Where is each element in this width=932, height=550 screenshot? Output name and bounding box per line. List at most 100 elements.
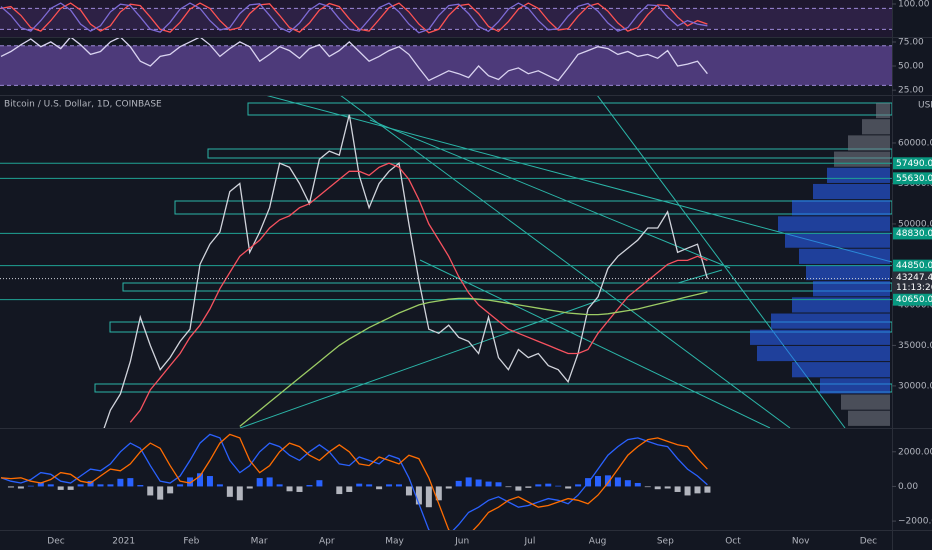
histogram-bar xyxy=(644,486,651,488)
histogram-bar xyxy=(604,475,611,487)
histogram-bar xyxy=(694,486,701,494)
volume-profile-bar xyxy=(799,248,890,264)
volume-profile-bar xyxy=(792,200,890,216)
level-label: 40650.00 xyxy=(896,295,932,305)
histogram-bar xyxy=(236,486,243,501)
x-tick-label: 2021 xyxy=(112,537,135,547)
histogram-bar xyxy=(674,486,681,492)
histogram-bar xyxy=(206,476,213,487)
volume-profile-bar xyxy=(876,102,890,119)
x-tick-label: Dec xyxy=(47,537,64,547)
histogram-bar xyxy=(595,476,601,487)
level-label-bg xyxy=(893,259,932,272)
histogram-bar xyxy=(405,486,412,496)
histogram-bar xyxy=(67,486,74,490)
y-tick-label: 60000.00 xyxy=(898,138,932,148)
histogram-bar xyxy=(137,485,144,487)
x-tick-label: Oct xyxy=(725,537,741,547)
histogram-bar xyxy=(376,486,383,490)
histogram-bar xyxy=(525,486,532,488)
series-line xyxy=(0,2,708,34)
panel xyxy=(0,2,892,34)
level-label-bg xyxy=(893,227,932,240)
trendline xyxy=(340,96,791,428)
series-line xyxy=(239,291,708,427)
trendline xyxy=(677,269,723,284)
histogram-bar xyxy=(246,486,253,489)
zone xyxy=(207,148,892,159)
histogram-bar xyxy=(515,486,522,491)
histogram-bar xyxy=(634,482,641,487)
y-tick-label: 0.00 xyxy=(898,482,918,492)
volume-profile-bar xyxy=(862,119,890,135)
x-tick-label: Nov xyxy=(792,537,810,547)
histogram-bar xyxy=(107,484,114,487)
histogram-bar xyxy=(7,486,14,488)
last-price-label: 43247.43 xyxy=(896,273,932,283)
histogram-bar xyxy=(396,484,402,487)
x-tick-label: Apr xyxy=(319,537,335,547)
volume-profile-bar xyxy=(750,329,890,345)
histogram-bar xyxy=(316,480,323,487)
histogram-bar xyxy=(366,484,373,487)
series-line xyxy=(0,433,708,530)
zone xyxy=(94,383,892,393)
histogram-bar xyxy=(37,482,44,487)
volume-profile-bar xyxy=(820,378,890,394)
x-tick-label: Aug xyxy=(589,537,607,547)
histogram-bar xyxy=(336,486,343,495)
histogram-bar xyxy=(465,477,472,487)
series-line xyxy=(103,114,709,428)
histogram-bar xyxy=(177,484,184,487)
level-label-bg xyxy=(893,157,932,170)
unit-label: USD xyxy=(918,101,932,111)
histogram-bar xyxy=(147,486,154,496)
histogram-bar xyxy=(575,484,582,487)
volume-profile-bar xyxy=(792,297,890,313)
histogram-bar xyxy=(664,486,671,489)
histogram-bar xyxy=(346,486,353,492)
volume-profile-bar xyxy=(806,264,890,281)
x-tick-label: Jul xyxy=(523,537,535,547)
histogram-bar xyxy=(296,486,303,492)
y-tick-label: 2000.00 xyxy=(898,447,932,457)
level-label-bg xyxy=(893,293,932,306)
histogram-bar xyxy=(256,478,263,487)
histogram-bar xyxy=(356,483,363,487)
panel xyxy=(0,102,892,428)
y-tick-label: 75.00 xyxy=(898,38,924,48)
histogram-bar xyxy=(555,485,562,487)
histogram-bar xyxy=(77,484,84,487)
x-tick-label: Dec xyxy=(860,537,877,547)
series-line xyxy=(0,2,708,34)
histogram-bar xyxy=(57,486,64,490)
histogram-bar xyxy=(306,485,313,487)
histogram-bar xyxy=(435,486,442,501)
level-label: 55630.00 xyxy=(896,174,932,184)
histogram-bar xyxy=(187,477,194,487)
histogram-bar xyxy=(704,486,711,493)
series-line xyxy=(0,38,708,82)
series-line xyxy=(0,433,708,530)
y-tick-label: 100.00 xyxy=(898,0,930,10)
histogram-bar xyxy=(127,478,134,487)
histogram-bar xyxy=(286,486,293,492)
volume-profile-bar xyxy=(848,410,890,426)
y-tick-label: 25.00 xyxy=(898,86,924,96)
zone xyxy=(247,102,892,116)
histogram-bar xyxy=(495,482,502,487)
histogram-bar xyxy=(485,481,492,487)
x-tick-label: May xyxy=(385,537,404,547)
trendline xyxy=(239,299,601,428)
series-line xyxy=(129,162,708,423)
histogram-bar xyxy=(415,486,422,505)
volume-profile-bar xyxy=(785,232,890,248)
volume-profile-bar xyxy=(813,183,890,200)
x-tick-label: Jun xyxy=(454,537,469,547)
histogram-bar xyxy=(684,486,691,496)
histogram-bar xyxy=(654,486,661,490)
volume-profile-bar xyxy=(778,216,890,232)
histogram-bar xyxy=(386,484,393,487)
level-label-bg xyxy=(893,172,932,185)
